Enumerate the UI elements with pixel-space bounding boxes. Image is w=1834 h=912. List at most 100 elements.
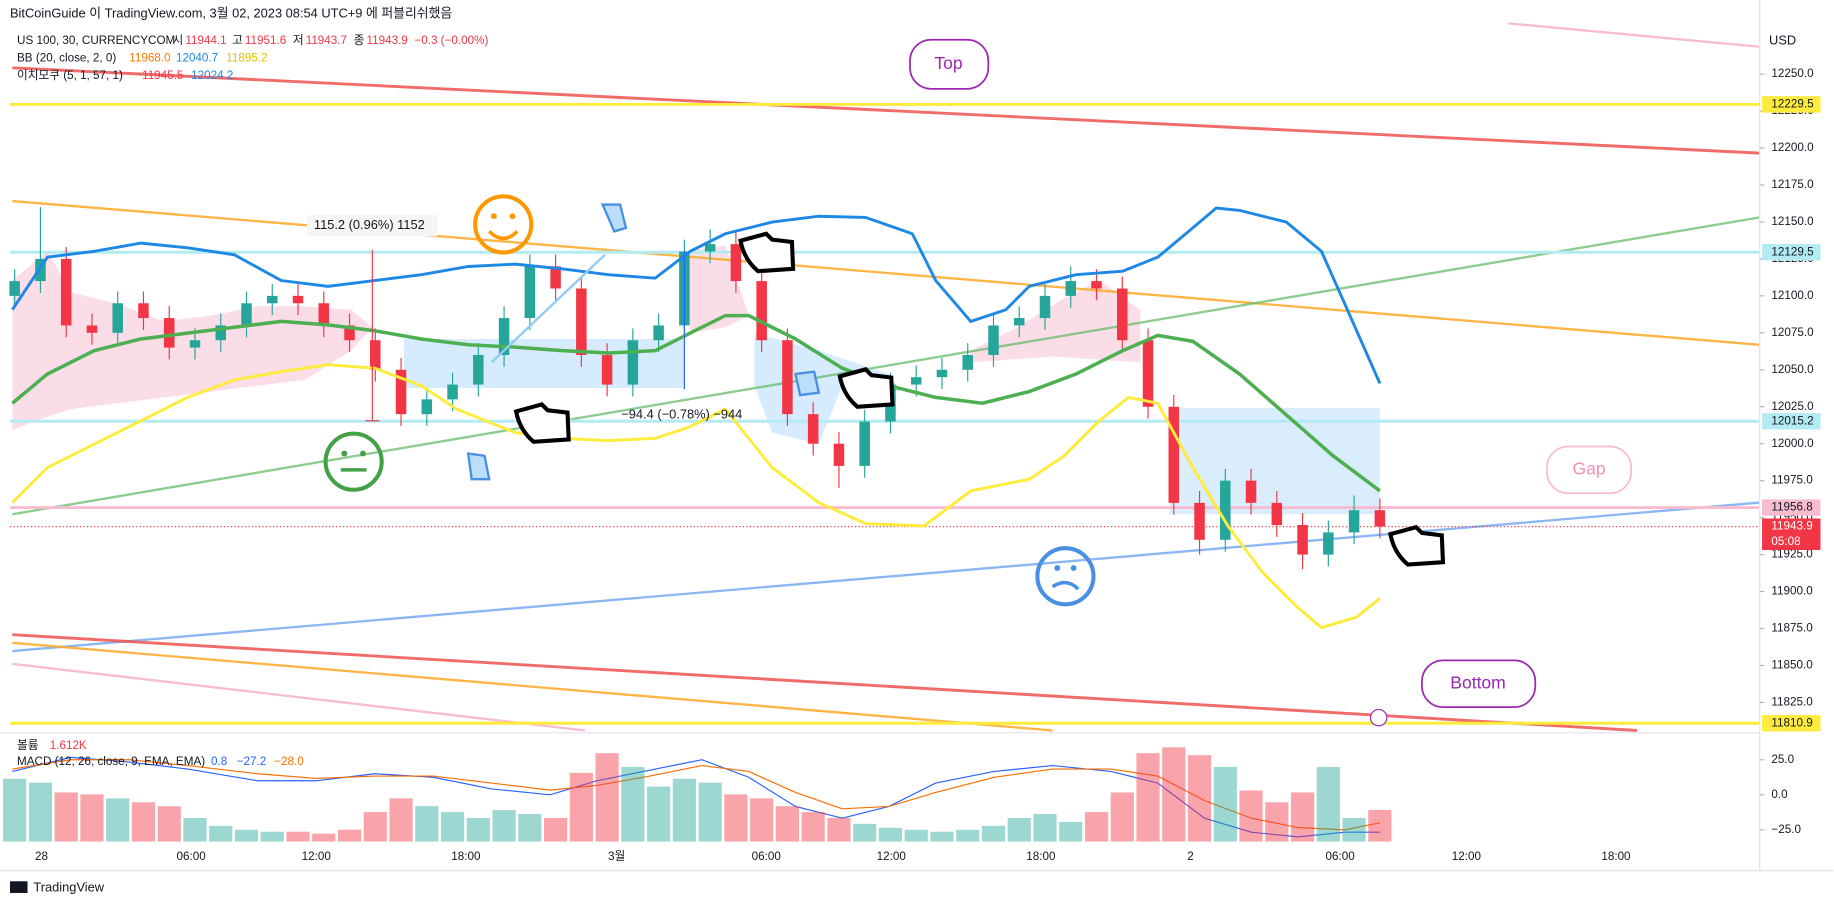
legend: −27.2 <box>237 755 267 768</box>
candle-body <box>730 244 742 282</box>
volume-bar <box>234 829 259 842</box>
x-tick-label: 28 <box>35 850 48 863</box>
volume-bar <box>1368 809 1392 842</box>
candle-body <box>524 266 536 319</box>
legend: US 100, 30, CURRENCYCOM <box>17 34 175 47</box>
price-label: 12229.5 <box>1771 98 1813 111</box>
volume-bar <box>131 802 156 842</box>
volume-bar <box>492 810 516 842</box>
x-tick-label: 12:00 <box>1452 850 1482 863</box>
volume-bar <box>595 753 619 842</box>
candle-body <box>988 325 999 356</box>
volume-bar <box>930 831 954 842</box>
macd-tick-label: −25.0 <box>1771 823 1801 836</box>
y-tick-label: 12175.0 <box>1771 178 1814 191</box>
volume-bar <box>1213 766 1237 842</box>
legend: 11945.5 <box>142 69 183 82</box>
volume-bar <box>698 782 722 842</box>
y-tick-label: 11975.0 <box>1771 474 1813 487</box>
x-tick-label: 12:00 <box>302 850 332 863</box>
volume-bar <box>569 772 593 842</box>
logo <box>10 881 28 893</box>
bb-basis <box>11 313 1381 493</box>
legend: −0.3 (−0.00%) <box>414 34 488 47</box>
legend: 0.8 <box>211 755 227 768</box>
candle-body <box>1245 480 1257 503</box>
trendline <box>12 501 1760 653</box>
volume-bar <box>801 812 825 842</box>
volume-bar <box>1239 790 1263 842</box>
footer-brand: TradingView <box>33 880 104 895</box>
candle-body <box>1194 502 1205 540</box>
candle-body <box>1013 318 1025 326</box>
candle-body <box>1117 288 1128 341</box>
volume-bar <box>956 829 980 842</box>
candle-body <box>1220 480 1231 540</box>
volume-bar <box>775 806 800 842</box>
bb-lower <box>11 363 1381 630</box>
candle-body <box>653 325 664 341</box>
x-tick-label: 18:00 <box>1601 850 1631 863</box>
bubble <box>1421 659 1537 709</box>
candle-body <box>833 443 845 466</box>
trendline <box>12 662 586 732</box>
legend: 12024.2 <box>191 69 233 82</box>
candle-body <box>370 340 381 370</box>
legend: 11943.9 <box>366 34 407 47</box>
legend: 고 <box>232 34 243 47</box>
candle-body <box>266 295 278 304</box>
y-tick-label: 12200.0 <box>1771 141 1814 154</box>
candle-body <box>1297 525 1308 555</box>
candle-body <box>756 281 767 341</box>
volume-bar <box>621 766 645 842</box>
volume-bar <box>260 831 284 842</box>
x-tick-label: 06:00 <box>1326 850 1356 863</box>
volume-bar <box>544 817 568 842</box>
measure-label: 115.2 (0.96%) 1152 <box>314 217 425 232</box>
price-label: 12129.5 <box>1771 245 1813 258</box>
volume-bar <box>1033 814 1057 842</box>
candle-body <box>1091 281 1102 289</box>
volume-bar <box>1136 753 1160 842</box>
measure-bg <box>306 215 438 237</box>
volume-bar <box>54 792 78 842</box>
macd-line <box>12 756 1380 838</box>
annotation: Bottom <box>1450 672 1506 692</box>
volume-bar <box>518 814 542 842</box>
x-tick-label: 2 <box>1187 850 1194 863</box>
volume-bar <box>312 833 336 842</box>
shaded-box <box>403 338 685 389</box>
trendline <box>12 216 1760 516</box>
y-tick-label: 11850.0 <box>1771 659 1813 672</box>
small-hand-icon <box>466 203 821 481</box>
volume-bar <box>1265 802 1289 842</box>
volume-bar <box>981 825 1006 842</box>
event-icon <box>1369 708 1388 727</box>
candle-body <box>60 258 72 326</box>
bb-upper <box>11 206 1382 384</box>
candle-body <box>395 369 407 415</box>
cloud <box>970 280 1141 363</box>
candle-body <box>292 295 304 304</box>
candle-body <box>189 340 201 348</box>
legend: 11944.1 <box>185 34 226 47</box>
y-tick-label: 12150.0 <box>1771 215 1814 228</box>
hand-icon <box>513 231 1446 567</box>
candle-body <box>782 340 793 415</box>
volume-bar <box>337 829 362 842</box>
legend: 볼륨 <box>17 739 39 752</box>
candle-body <box>86 325 98 333</box>
annotation: Gap <box>1573 458 1606 478</box>
x-tick-label: 06:00 <box>177 850 207 863</box>
candle-body <box>1065 281 1077 296</box>
candle-body <box>1271 502 1283 526</box>
candle-body <box>576 288 587 356</box>
x-tick-label: 18:00 <box>1026 850 1056 863</box>
volume-bar <box>878 827 903 842</box>
volume-bar <box>1059 821 1083 842</box>
price-label-bg <box>1762 244 1821 261</box>
volume-bar <box>1290 792 1315 842</box>
legend: MACD (12, 26, close, 9, EMA, EMA) <box>17 755 205 768</box>
legend: 종 <box>354 34 365 47</box>
